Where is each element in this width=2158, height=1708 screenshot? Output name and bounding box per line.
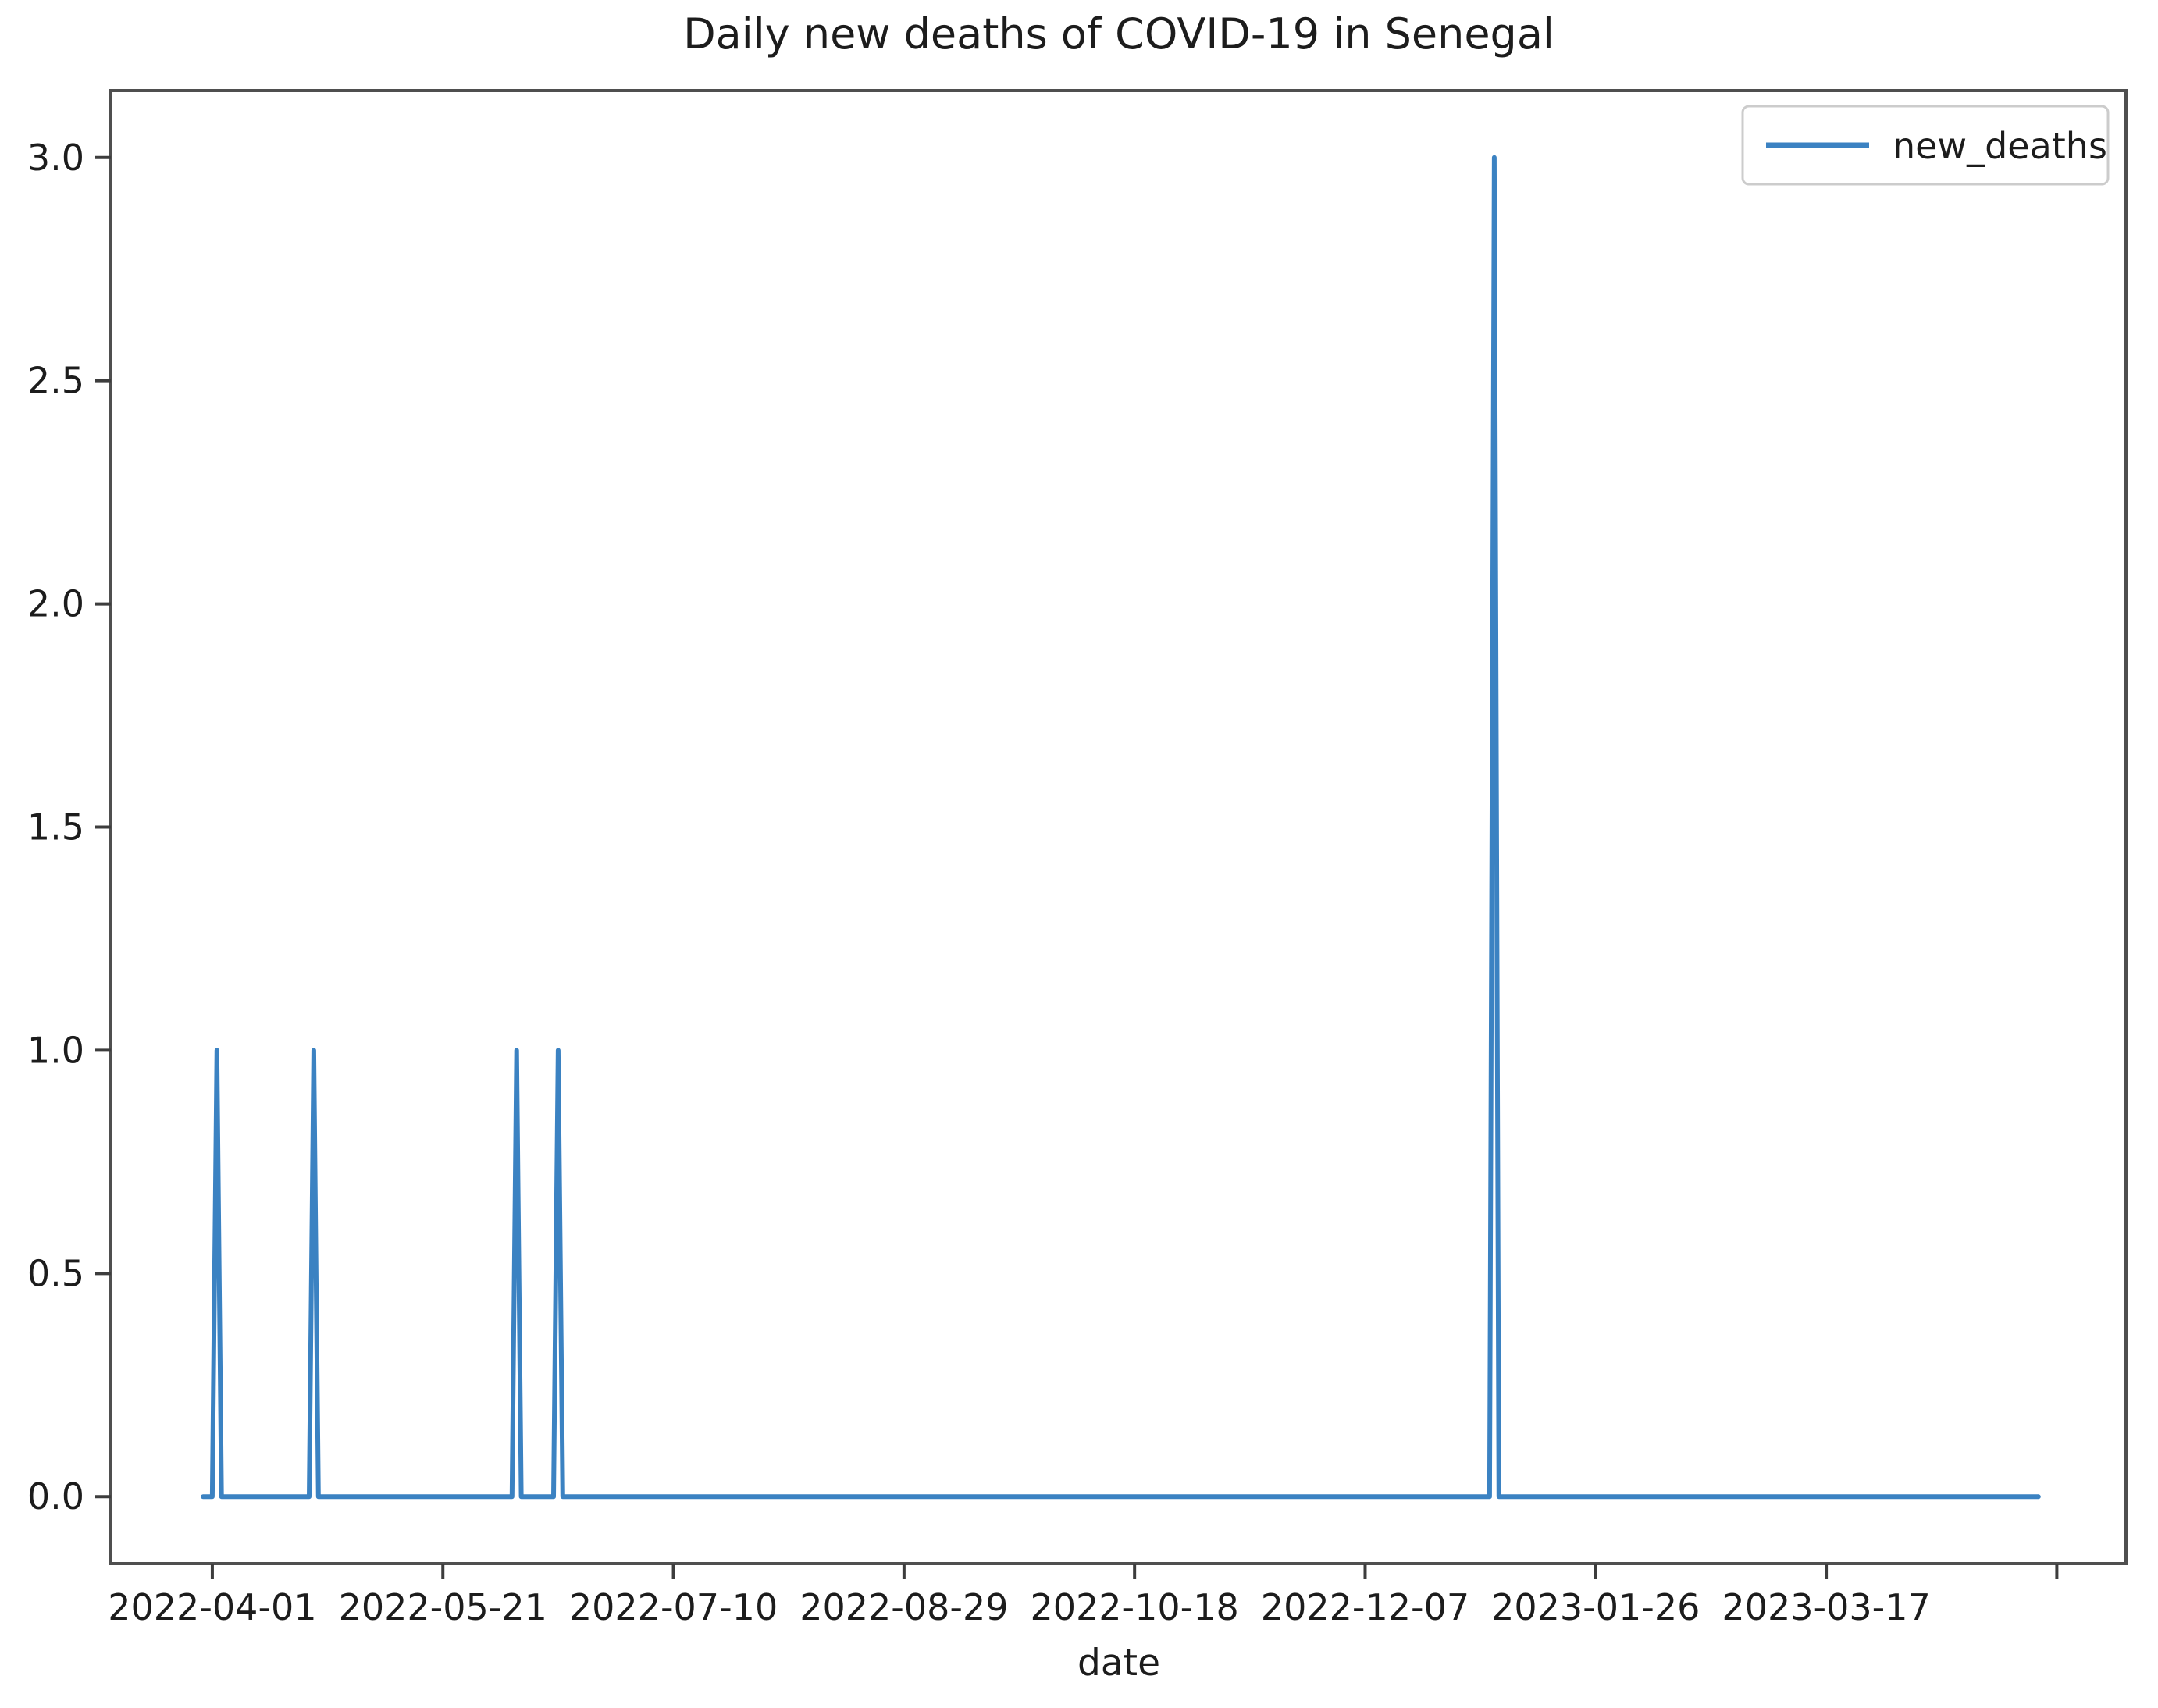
legend-box: new_deaths [1741,105,2110,186]
x-tick-label: 2022-05-21 [339,1586,547,1628]
legend-entry-label: new_deaths [1893,125,2107,167]
x-tick-label: 2022-12-07 [1261,1586,1469,1628]
y-tick-label: 2.0 [27,583,84,625]
y-tick-label: 1.0 [27,1029,84,1071]
y-tick-label: 3.0 [27,137,84,179]
x-tick-label: 2022-08-29 [799,1586,1008,1628]
y-tick-label: 2.5 [27,360,84,402]
x-tick-label: 2023-01-26 [1491,1586,1700,1628]
plot-area-frame [109,89,2128,1565]
y-tick-label: 0.5 [27,1252,84,1294]
y-tick-label: 0.0 [27,1475,84,1518]
x-axis-label: date [1077,1642,1160,1685]
legend-frame [1741,105,2110,186]
x-tick-label: 2023-03-17 [1722,1586,1930,1628]
y-tick-label: 1.5 [27,806,84,849]
x-tick-label: 2022-07-10 [569,1586,778,1628]
chart-title: Daily new deaths of COVID-19 in Senegal [683,9,1554,59]
x-tick-label: 2022-10-18 [1030,1586,1238,1628]
new-deaths-line [201,155,2041,1500]
x-tick-label: 2022-04-01 [108,1586,316,1628]
